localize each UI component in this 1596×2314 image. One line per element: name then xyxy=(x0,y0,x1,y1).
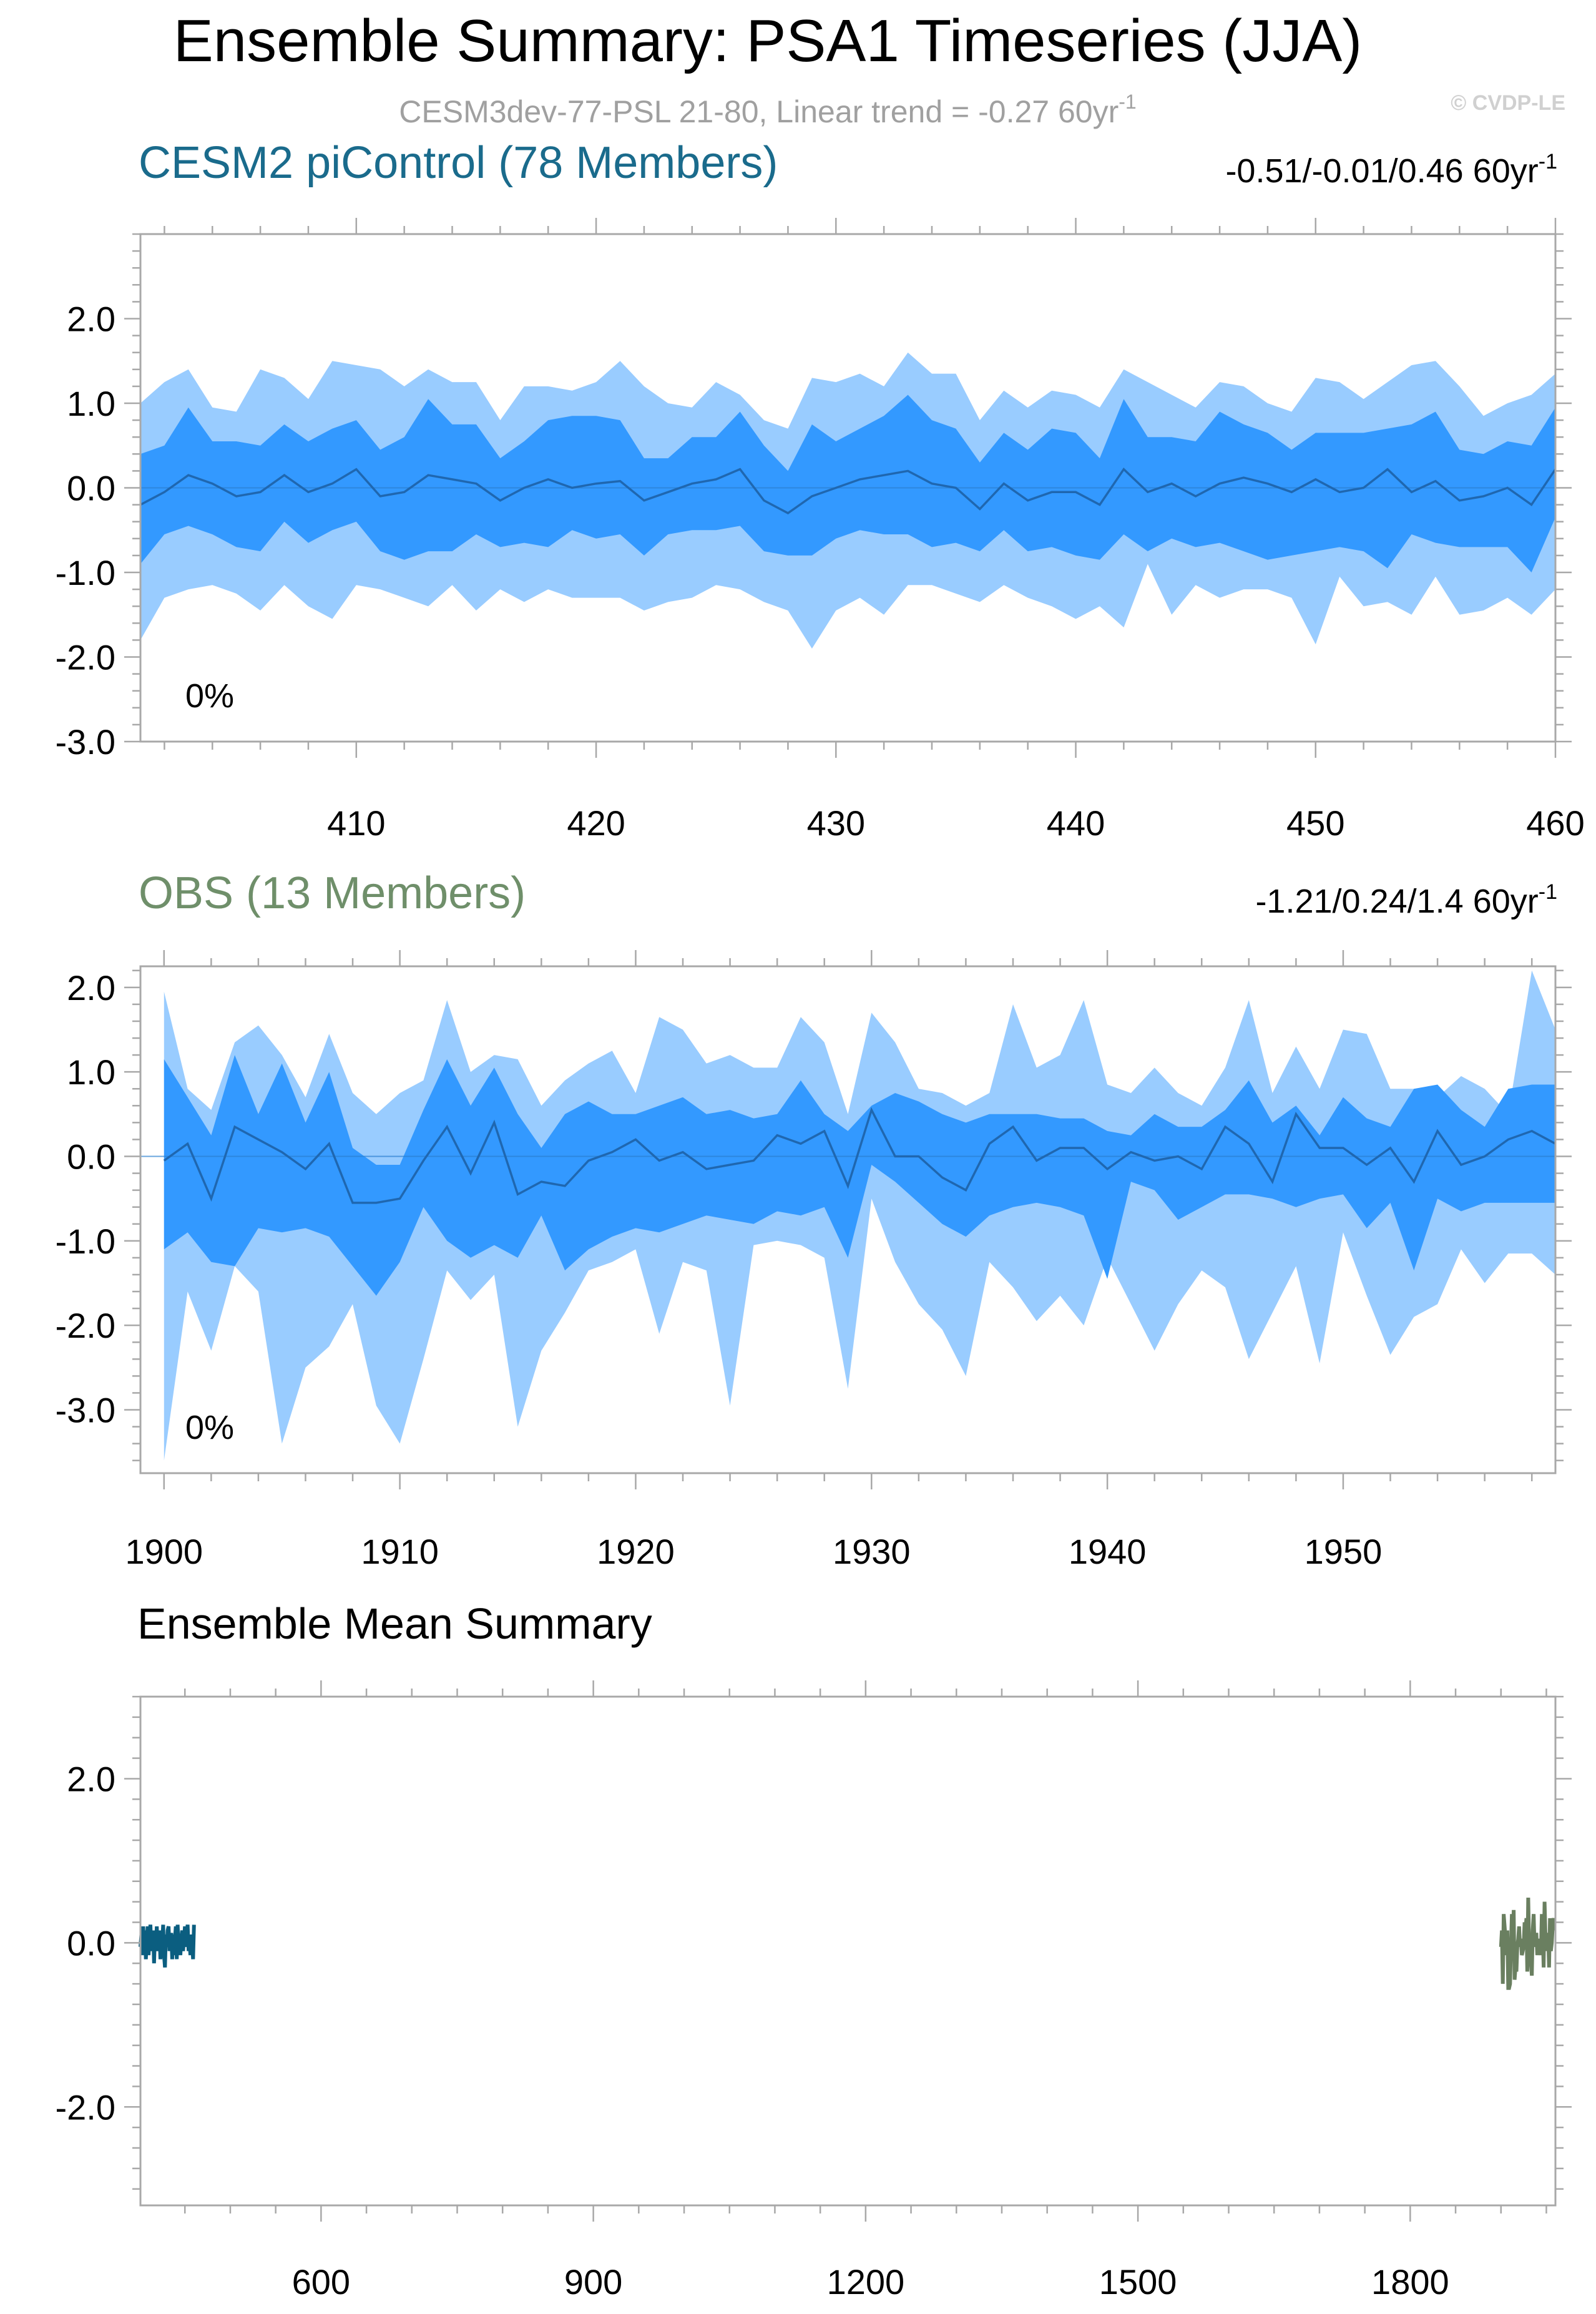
cesm-xtick-label: 440 xyxy=(1047,803,1105,843)
cesm-xtick-label: 410 xyxy=(327,803,385,843)
obs-ytick-label: -1.0 xyxy=(56,1222,116,1261)
summary-xtick-label: 600 xyxy=(292,2262,350,2302)
cesm-mean-line xyxy=(140,468,1557,515)
obs-frame xyxy=(139,965,1557,1474)
obs-ytick-label: 1.0 xyxy=(67,1052,115,1092)
obs-xtick-label: 1910 xyxy=(361,1532,439,1571)
cesm-trend-label: -0.51/-0.01/0.46 60yr-1 xyxy=(1225,150,1557,190)
obs-xtick-label: 1920 xyxy=(597,1532,675,1571)
obs-xtick-label: 1930 xyxy=(833,1532,911,1571)
cesm-xtick-label: 430 xyxy=(807,803,865,843)
cesm-trend-superscript: -1 xyxy=(1539,150,1557,174)
obs-xtick-label: 1900 xyxy=(125,1532,203,1571)
obs-percent-label: 0% xyxy=(185,1409,234,1446)
obs-panel-title: OBS (13 Members) xyxy=(139,868,526,918)
obs-outer-band xyxy=(164,970,1555,1461)
cesm-ytick-label: -3.0 xyxy=(56,722,116,762)
obs-mean-line xyxy=(163,1107,1556,1204)
summary-frame xyxy=(139,1695,1557,2207)
obs-plot: -3.0 -2.0 -1.0 0.0 1.0 2.0 1900 1910 1920 1930 194… xyxy=(56,950,1572,1571)
cesm-trend-text: -0.51/-0.01/0.46 60yr xyxy=(1225,152,1538,190)
summary-ytick-label: 2.0 xyxy=(67,1759,115,1798)
summary-xtick-label: 900 xyxy=(564,2262,622,2302)
cesm-percent-label: 0% xyxy=(185,677,234,715)
obs-ytick-label: 2.0 xyxy=(67,968,115,1007)
cesm-plot: -3.0 -2.0 -1.0 0.0 1.0 2.0 410 420 430 440 450 460 0… xyxy=(56,218,1585,843)
obs-ytick-label: -2.0 xyxy=(56,1306,116,1345)
obs-trend-text: -1.21/0.24/1.4 60yr xyxy=(1255,883,1538,920)
cesm-ytick-label: 1.0 xyxy=(67,384,115,423)
summary-xtick-label: 1500 xyxy=(1099,2262,1177,2302)
cesm-xtick-label: 460 xyxy=(1526,803,1584,843)
cesm-panel-title: CESM2 piControl (78 Members) xyxy=(139,138,778,188)
summary-xtick-label: 1800 xyxy=(1371,2262,1449,2302)
cesm-ytick-label: 0.0 xyxy=(67,469,115,508)
summary-xtick-label: 1200 xyxy=(827,2262,905,2302)
cesm-xtick-label: 420 xyxy=(567,803,625,843)
summary-plot: -2.0 0.0 2.0 600 900 1200 1500 1800 xyxy=(56,1680,1572,2302)
obs-trend-superscript: -1 xyxy=(1539,880,1557,904)
main-title: Ensemble Summary: PSA1 Timeseries (JJA) xyxy=(174,7,1363,74)
watermark: © CVDP-LE xyxy=(1451,91,1565,115)
subtitle-text: CESM3dev-77-PSL 21-80, Linear trend = -0… xyxy=(399,94,1119,129)
summary-ytick-label: 0.0 xyxy=(67,1923,115,1963)
subtitle: CESM3dev-77-PSL 21-80, Linear trend = -0… xyxy=(399,91,1136,129)
obs-ytick-label: 0.0 xyxy=(67,1137,115,1177)
cesm-ytick-label: -1.0 xyxy=(56,553,116,592)
subtitle-superscript: -1 xyxy=(1119,91,1136,113)
obs-ytick-label: -3.0 xyxy=(56,1391,116,1430)
summary-ytick-label: -2.0 xyxy=(56,2087,116,2127)
summary-panel-title: Ensemble Mean Summary xyxy=(137,1599,652,1648)
cesm-xtick-label: 450 xyxy=(1286,803,1344,843)
summary-series-obs xyxy=(1499,1898,1557,1990)
obs-trend-label: -1.21/0.24/1.4 60yr-1 xyxy=(1255,880,1557,920)
cesm-ytick-label: 2.0 xyxy=(67,300,115,339)
summary-series-cesm xyxy=(139,1924,196,1968)
cesm-ytick-label: -2.0 xyxy=(56,638,116,677)
obs-xtick-label: 1940 xyxy=(1069,1532,1147,1571)
obs-xtick-label: 1950 xyxy=(1305,1532,1383,1571)
obs-inner-band xyxy=(164,1055,1555,1296)
